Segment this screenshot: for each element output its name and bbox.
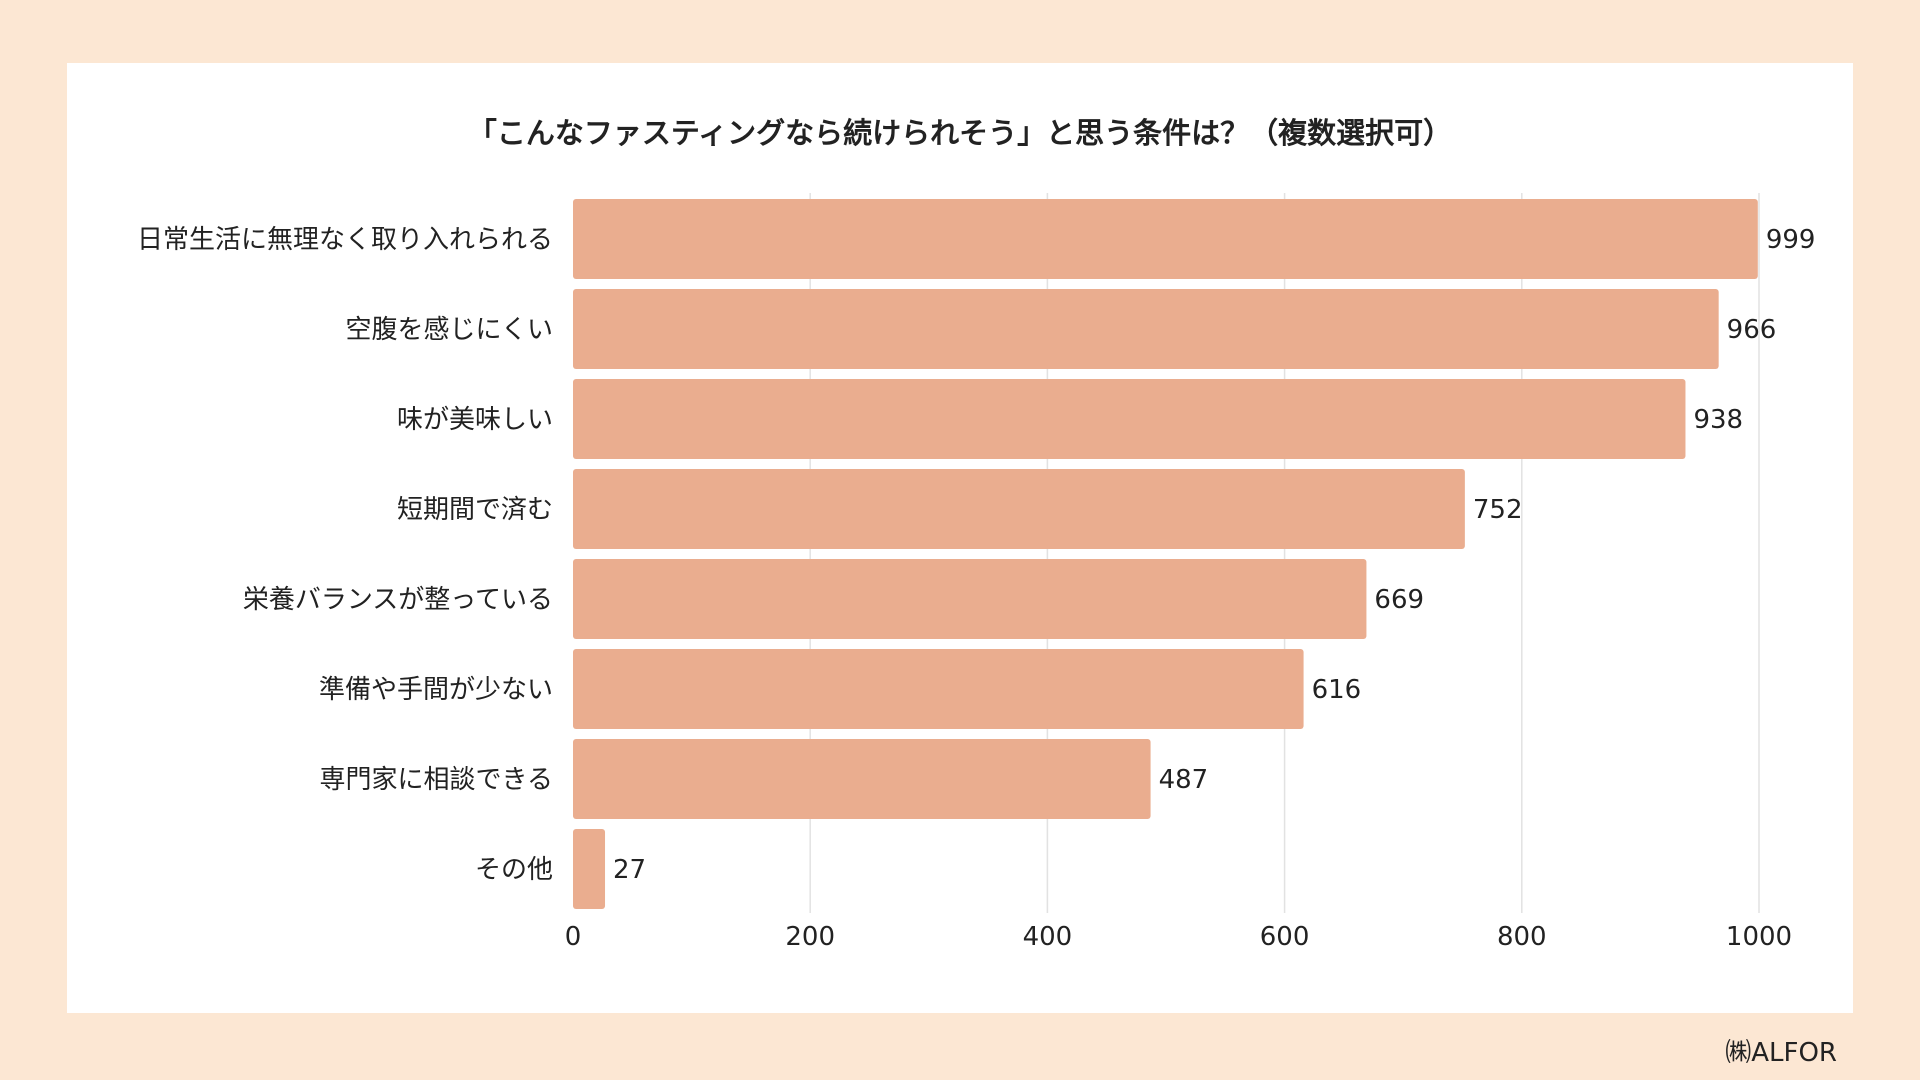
value-label: 999	[1766, 225, 1816, 255]
bar-chart: 日常生活に無理なく取り入れられる 999 空腹を感じにくい 966 味が美味しい 938 短…	[137, 193, 1816, 952]
value-label: 616	[1312, 675, 1362, 705]
category-label: 空腹を感じにくい	[346, 315, 553, 345]
bar	[573, 829, 606, 909]
value-label: 938	[1693, 405, 1743, 435]
chart-card: 「こんなファスティングなら続けられそう」と思う条件は？（複数選択可） 日常生活に…	[67, 63, 1853, 1013]
bar	[573, 649, 1304, 729]
category-label: 味が美味しい	[397, 405, 553, 435]
category-label: 短期間で済む	[397, 495, 553, 525]
x-tick-label: 0	[565, 922, 582, 952]
bar	[573, 379, 1686, 459]
x-tick-label: 600	[1260, 922, 1310, 952]
value-label: 966	[1727, 315, 1777, 345]
bar	[573, 559, 1367, 639]
x-tick-label: 1000	[1726, 922, 1792, 952]
bar	[573, 739, 1151, 819]
x-tick-label: 400	[1023, 922, 1073, 952]
chart-title: 「こんなファスティングなら続けられそう」と思う条件は？（複数選択可）	[467, 116, 1453, 150]
x-tick-label: 800	[1497, 922, 1547, 952]
category-label: 準備や手間が少ない	[319, 675, 553, 705]
company-credit: ㈱ALFOR	[1725, 1038, 1837, 1068]
category-label: その他	[475, 855, 553, 885]
value-label: 669	[1374, 585, 1424, 615]
category-label: 専門家に相談できる	[320, 765, 553, 795]
category-label: 栄養バランスが整っている	[243, 585, 553, 615]
bar	[573, 469, 1465, 549]
x-tick-label: 200	[785, 922, 835, 952]
value-label: 27	[613, 855, 646, 885]
bar	[573, 199, 1758, 279]
category-label: 日常生活に無理なく取り入れられる	[137, 225, 553, 255]
value-label: 487	[1159, 765, 1209, 795]
value-label: 752	[1473, 495, 1523, 525]
bar	[573, 289, 1719, 369]
